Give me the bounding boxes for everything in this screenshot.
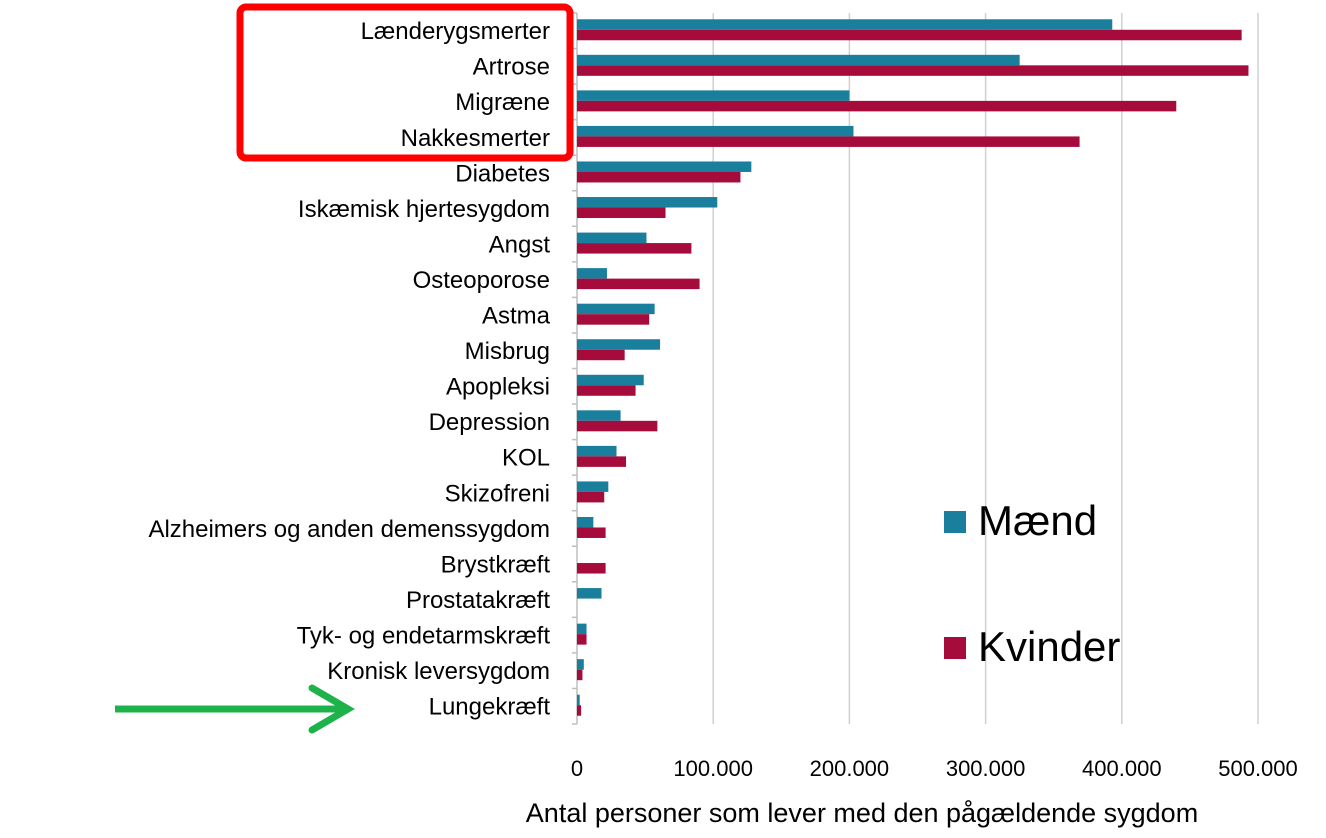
bar [577,207,666,219]
bar [577,303,655,315]
x-tick-label: 500.000 [1218,756,1298,781]
legend-label: Mænd [978,497,1097,544]
y-tick-label: Apopleksi [446,374,550,401]
bar [577,90,850,101]
bar [577,410,621,421]
x-tick-label: 400.000 [1082,756,1162,781]
y-tick-label: Osteoporose [413,267,550,294]
bar [577,705,582,716]
y-tick-label: Angst [489,231,551,258]
bar [577,65,1249,76]
x-axis-label: Antal personer som lever med den pågælde… [526,798,1198,828]
bar [577,243,692,254]
bar [577,54,1020,66]
bar [577,171,741,183]
y-tick-label: Diabetes [455,160,550,187]
bar [577,623,587,635]
y-tick-label: Lungekræft [429,694,551,721]
bar [577,374,644,386]
y-tick-label: Depression [429,409,550,436]
bar [577,232,647,244]
bar [577,314,650,325]
y-tick-label: Astma [482,303,551,330]
bar [577,19,1113,30]
bar [577,481,609,492]
bar [577,136,1080,147]
bar [577,268,607,279]
y-tick-label: Prostatakræft [406,587,550,614]
legend-swatch [944,511,966,533]
y-tick-label: Artrose [473,54,550,81]
bar [577,527,606,538]
x-tick-label: 100.000 [673,756,753,781]
bar [577,659,584,670]
x-tick-label: 200.000 [810,756,890,781]
arrow-head [308,684,355,734]
annotations [115,3,574,734]
legend-label: Kvinder [978,623,1120,670]
y-tick-label: Misbrug [465,338,550,365]
bar [577,634,587,645]
bar [577,339,661,350]
y-tick-label: Lænderygsmerter [361,18,550,45]
bar [577,694,580,706]
bar [577,456,627,467]
bar [577,100,1177,112]
y-tick-label: Iskæmisk hjertesygdom [298,196,550,223]
bar [577,197,718,208]
bar [577,516,594,528]
y-tick-label: Skizofreni [445,480,550,507]
y-tick-label: Kronisk leversygdom [327,658,550,685]
bar [577,491,605,503]
x-tick-label: 0 [571,756,583,781]
bar [577,125,854,137]
bar [577,563,606,574]
legend-swatch [944,637,966,659]
y-tick-label: Migræne [455,89,550,116]
highlight-box [236,3,574,162]
bar [577,349,625,361]
bar [577,29,1242,41]
bar [577,278,700,290]
bar [577,669,583,681]
bar [577,161,752,172]
y-tick-label: Tyk- og endetarmskræft [297,622,551,649]
bar [577,420,658,432]
y-tick-label: Alzheimers og anden demenssygdom [148,516,550,543]
bar [577,588,602,599]
x-tick-label: 300.000 [946,756,1026,781]
bar [577,385,636,396]
y-tick-label: KOL [502,445,550,472]
y-tick-label: Brystkræft [441,551,551,578]
bar [577,445,617,457]
y-tick-label: Nakkesmerter [401,125,550,152]
